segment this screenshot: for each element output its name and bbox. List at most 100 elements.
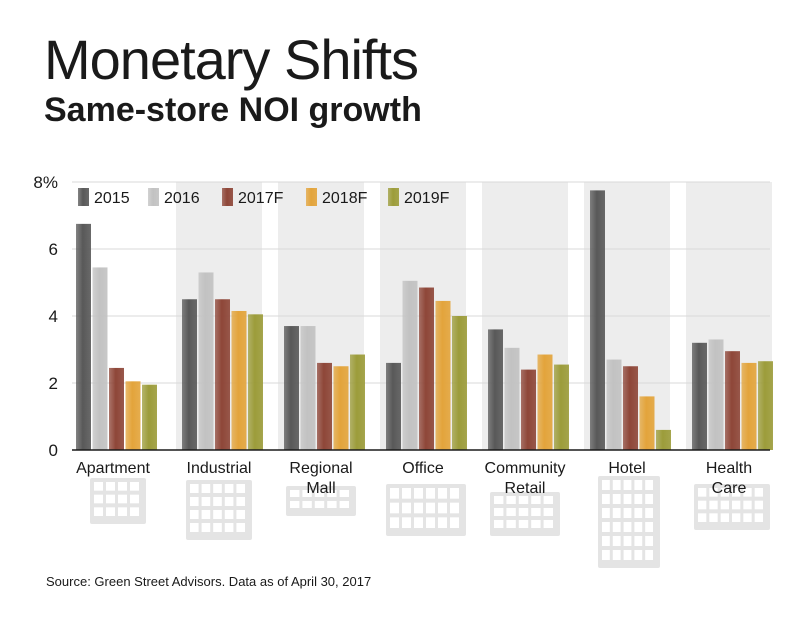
building-icon-window	[698, 488, 707, 497]
building-icon-window	[602, 480, 610, 490]
x-tick-label-line: Health	[706, 460, 752, 477]
building-icon-window	[302, 490, 312, 497]
bar-2015-community	[488, 329, 503, 450]
building-icon-window	[106, 482, 115, 491]
legend-swatch	[78, 188, 89, 206]
building-icon-window	[118, 482, 127, 491]
building-icon-window	[506, 520, 516, 528]
building-icon-window	[236, 484, 245, 493]
building-icon-window	[518, 520, 529, 528]
building-icon-window	[106, 507, 115, 516]
bar-2015-health	[692, 342, 707, 450]
x-tick-label: Community Retail	[485, 460, 566, 497]
y-tick-label: 2	[49, 374, 58, 393]
building-icon-window	[201, 497, 211, 506]
bar-2016-office	[402, 280, 418, 450]
bar-2018f-regional	[333, 366, 349, 450]
bar-2019f-community	[554, 364, 569, 450]
building-icon-window	[754, 488, 763, 497]
bar-2016-health	[708, 339, 724, 450]
building-icon-window	[602, 508, 610, 518]
building-icon-window	[224, 523, 234, 532]
building-icon	[598, 476, 660, 568]
building-icon-window	[709, 488, 718, 497]
building-icon	[286, 486, 356, 516]
building-icon-window	[506, 508, 516, 516]
building-icon-window	[645, 480, 653, 490]
building-icon-window	[390, 488, 399, 499]
x-tick-label: Industrial	[187, 460, 252, 477]
bar-2018f-apartment	[125, 381, 141, 450]
bar-2015-office	[386, 362, 401, 450]
building-icon-window	[438, 488, 447, 499]
building-icon-window	[623, 550, 632, 560]
building-icon-window	[339, 501, 349, 508]
bar-2017f-hotel	[623, 366, 638, 450]
bar-2018f-office	[435, 300, 451, 450]
building-icon-window	[314, 490, 325, 497]
legend-swatch	[388, 188, 399, 206]
bar-2016-apartment	[92, 267, 108, 450]
x-tick-label-line: Community	[485, 460, 566, 477]
building-icon-window	[290, 490, 300, 497]
building-icon-window	[602, 522, 610, 532]
y-tick-label: 0	[49, 441, 58, 460]
building-icon-window	[612, 494, 621, 504]
building-icon-window	[290, 501, 300, 508]
bar-2017f-community	[521, 369, 536, 450]
building-icon-window	[236, 510, 245, 519]
legend-label: 2015	[94, 190, 130, 207]
building-icon-window	[426, 502, 435, 514]
building-icon-window	[743, 500, 752, 510]
building-icon-window	[612, 480, 621, 490]
building-icon-window	[623, 480, 632, 490]
building-icon-window	[645, 550, 653, 560]
building-icon-window	[213, 484, 222, 493]
y-axis: 0 2 4 6 8%	[33, 173, 58, 460]
building-icon-window	[190, 497, 199, 506]
building-icon-window	[506, 496, 516, 504]
building-icon-window	[224, 510, 234, 519]
bar-2016-hotel	[606, 359, 622, 450]
bar-2017f-industrial	[215, 299, 230, 450]
legend-item-2016: 2016	[148, 188, 200, 207]
y-tick-label: 6	[49, 240, 58, 259]
building-icon	[490, 492, 560, 536]
building-icon-window	[602, 494, 610, 504]
building-icon-window	[414, 517, 423, 528]
building-icon-window	[634, 550, 643, 560]
building-icon	[186, 480, 252, 540]
category-icons	[90, 476, 770, 568]
building-icon-window	[118, 507, 127, 516]
building-icon-window	[709, 513, 718, 522]
building-icon-window	[94, 482, 103, 491]
building-icon	[694, 484, 770, 530]
building-icon-window	[623, 494, 632, 504]
building-icon-window	[518, 496, 529, 504]
bar-2016-industrial	[198, 272, 214, 450]
building-icon-window	[190, 484, 199, 493]
legend-item-2015: 2015	[78, 188, 130, 207]
building-icon-window	[754, 513, 763, 522]
building-icon-window	[450, 517, 459, 528]
building-icon-window	[130, 494, 139, 504]
bar-2015-regional	[284, 326, 299, 450]
bar-2018f-community	[537, 354, 553, 450]
building-icon-window	[634, 480, 643, 490]
building-icon-window	[213, 523, 222, 532]
building-icon-window	[720, 488, 729, 497]
bar-2019f-health	[758, 361, 773, 450]
building-icon-window	[224, 497, 234, 506]
x-tick-label-line: Office	[402, 460, 444, 477]
building-icon-window	[634, 508, 643, 518]
building-icon-window	[118, 494, 127, 504]
building-icon-window	[339, 490, 349, 497]
building-icon-window	[645, 508, 653, 518]
building-icon-window	[414, 488, 423, 499]
bar-2017f-apartment	[109, 367, 124, 450]
building-icon-window	[450, 488, 459, 499]
building-icon-window	[743, 513, 752, 522]
bar-2018f-industrial	[231, 310, 247, 450]
building-icon	[90, 478, 146, 524]
legend-swatch	[148, 188, 159, 206]
